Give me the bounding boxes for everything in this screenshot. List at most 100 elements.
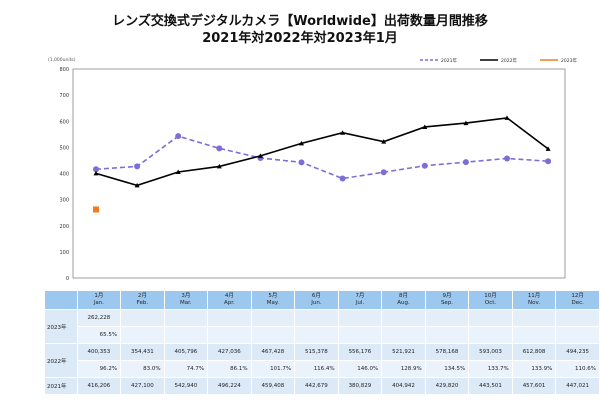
y-tick-label: 400 [59,172,69,178]
value-cell: 612,808 [511,343,557,361]
value-cell: 578,168 [424,343,470,361]
data-point [257,153,263,158]
month-header: 2月 Feb. [120,290,165,310]
ratio-cell: 133.9% [511,360,557,378]
value-cell: 457,601 [511,377,557,395]
data-point [340,130,346,135]
value-cell [163,309,209,327]
value-cell: 404,942 [381,377,426,395]
month-header: 9月 Sep. [424,290,470,310]
y-tick-label: 500 [59,145,69,151]
value-cell [555,309,600,327]
plot-area [72,68,566,279]
series-line [95,117,549,187]
value-cell: 429,820 [424,377,470,395]
ratio-cell [468,326,513,344]
month-header: 3月 Mar. [163,290,209,310]
month-header: 6月 Jun. [294,290,339,310]
data-point [134,163,141,170]
ratio-cell: 83.0% [120,360,165,378]
ratio-cell: 116.4% [294,360,339,378]
data-point [462,159,469,166]
y-tick-label: 300 [59,198,69,204]
ratio-cell [424,326,470,344]
ratio-cell: 128.9% [381,360,426,378]
ratio-cell [555,326,600,344]
data-point [216,163,222,169]
data-point [134,182,140,188]
value-cell: 467,428 [250,343,296,361]
value-cell [250,309,296,327]
value-cell: 593,003 [468,343,513,361]
data-point [463,120,469,126]
value-cell: 416,206 [76,377,122,395]
value-cell: 496,224 [207,377,252,395]
y-tick-label: 0 [66,276,69,282]
legend-label: 2023年 [561,57,577,64]
data-point [545,146,551,151]
value-cell: 405,796 [163,343,209,361]
legend-label: 2022年 [501,57,517,64]
ratio-cell [294,326,339,344]
value-cell: 442,679 [294,377,339,395]
value-cell: 494,235 [555,343,600,361]
value-cell [207,309,252,327]
value-cell: 443,501 [468,377,513,395]
value-cell: 427,036 [207,343,252,361]
value-cell: 459,408 [250,377,296,395]
ratio-cell: 110.6% [555,360,600,378]
header-corner [44,290,78,310]
month-header: 7月 Jul. [337,290,383,310]
chart-subtitle: 2021年対2022年対2023年1月 [202,31,398,46]
value-cell: 380,829 [337,377,383,395]
ratio-cell: 146.0% [337,360,383,378]
month-header: 11月 Nov. [511,290,557,310]
chart-title: レンズ交換式デジタルカメラ【Worldwide】出荷数量月間推移 [112,14,488,29]
data-point [298,159,305,166]
data-point [93,170,99,176]
row-label: 2021年 [44,377,78,395]
ratio-cell: 101.7% [250,360,296,378]
series-line [95,135,549,180]
month-header: 5月 May. [250,290,296,310]
row-label: 2022年 [44,343,78,378]
month-header: 8月 Aug. [381,290,426,310]
data-point [421,162,428,169]
ratio-cell [163,326,209,344]
data-point [93,166,99,173]
value-cell [511,309,557,327]
value-cell [468,309,513,327]
y-tick-label: 600 [59,119,69,125]
data-point [299,140,304,146]
legend-label: 2021年 [441,57,457,64]
ratio-cell: 133.7% [468,360,513,378]
month-header: 1月 Jan. [76,290,122,310]
ratio-cell [207,326,252,344]
ratio-cell [381,326,426,344]
y-tick-label: 100 [59,250,69,256]
ratio-cell [337,326,383,344]
value-cell [120,309,165,327]
data-table: 1月 Jan. 2月 Feb. 3月 Mar. 4月 Apr. 5月 May. 6月 Jun. 7月 Ju… [44,290,600,395]
ratio-cell: 134.5% [424,360,470,378]
data-point [381,139,387,144]
value-cell: 542,940 [163,377,209,395]
value-cell [337,309,383,327]
value-cell [424,309,470,327]
data-point [545,158,552,165]
value-cell: 521,921 [381,343,426,361]
ratio-cell: 74.7% [163,360,209,378]
month-header: 12月 Dec. [555,290,600,310]
y-tick-label: 700 [59,93,69,99]
unit-label: (1,000units) [48,57,76,63]
data-point [175,133,182,140]
value-cell: 354,431 [120,343,165,361]
y-tick-label: 800 [59,67,69,73]
ratio-cell: 86.1% [207,360,252,378]
y-tick-label: 200 [59,224,69,230]
row-label: 2023年 [44,309,78,344]
value-cell: 515,378 [294,343,339,361]
ratio-cell: 96.2% [76,360,122,378]
ratio-cell: 65.5% [76,326,122,344]
data-point [93,206,99,213]
